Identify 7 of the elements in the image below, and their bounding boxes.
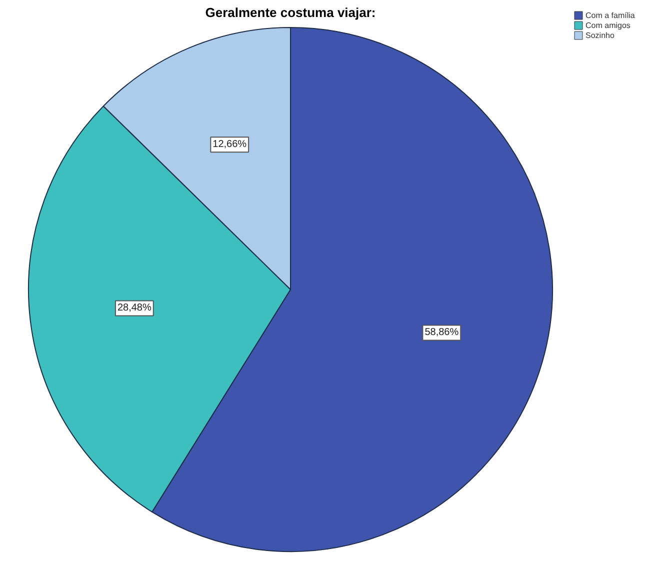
data-label: 28,48% [117, 302, 152, 314]
legend-label: Com amigos [586, 21, 630, 30]
legend-label: Sozinho [586, 31, 615, 40]
data-label: 12,66% [212, 139, 247, 150]
data-label: 58,86% [424, 327, 459, 338]
legend-label: Com a família [586, 11, 636, 20]
chart-title: Geralmente costuma viajar: [205, 5, 376, 20]
